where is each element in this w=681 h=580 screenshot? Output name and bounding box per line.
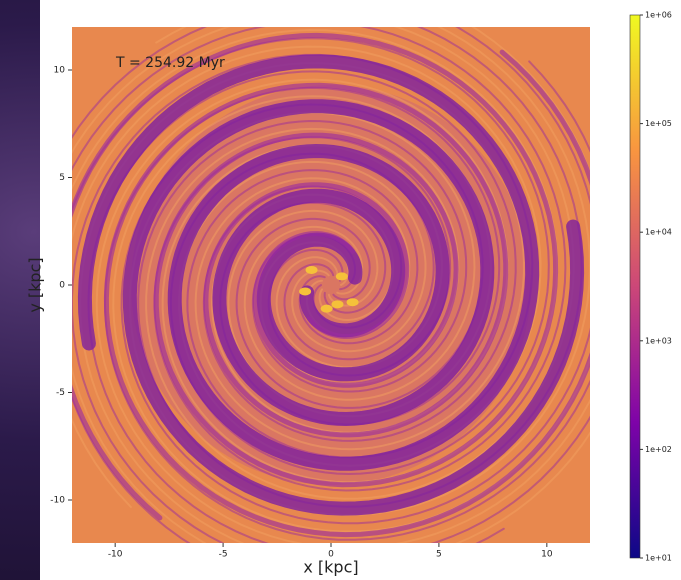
x-tick-label: 0 [328,550,334,560]
y-tick-label: 10 [54,66,66,76]
colorbar-tick-label: 1e+02 [645,445,672,454]
x-axis-label: x [kpc] [303,558,358,577]
x-tick-label: -5 [219,550,228,560]
x-tick-label: 10 [541,550,553,560]
spiral-arm [103,49,590,538]
colorbar-tick-label: 1e+03 [645,336,672,345]
y-tick-label: 0 [59,281,65,291]
x-tick-label: 5 [436,550,442,560]
y-tick-label: -5 [56,388,65,398]
y-tick-label: -10 [50,496,65,506]
spiral-arm [72,28,559,508]
colorbar-tick-label: 1e+05 [645,119,672,128]
core-clump [331,300,344,309]
y-tick-label: 5 [59,173,65,183]
spiral-arm [72,32,559,521]
x-tick-label: -10 [108,550,123,560]
colorbar-tick-label: 1e+01 [645,554,672,563]
y-axis-label: y [kpc] [26,257,45,312]
spiral-arm [77,54,540,471]
core-clump [335,272,348,281]
spiral-arm [128,27,590,517]
colorbar [629,14,641,559]
colorbar-tick-label: 1e+04 [645,228,672,237]
time-annotation: T = 254.92 Myr [115,55,225,71]
core-clump [305,265,318,274]
spiral-arm [122,99,585,516]
spiral-arm [72,53,534,543]
density-image [72,27,590,543]
core-clump [320,304,333,313]
spiral-arm [103,60,590,541]
core-clump [299,287,312,296]
colorbar-tick-label: 1e+06 [645,11,672,20]
core-clump [346,298,359,307]
